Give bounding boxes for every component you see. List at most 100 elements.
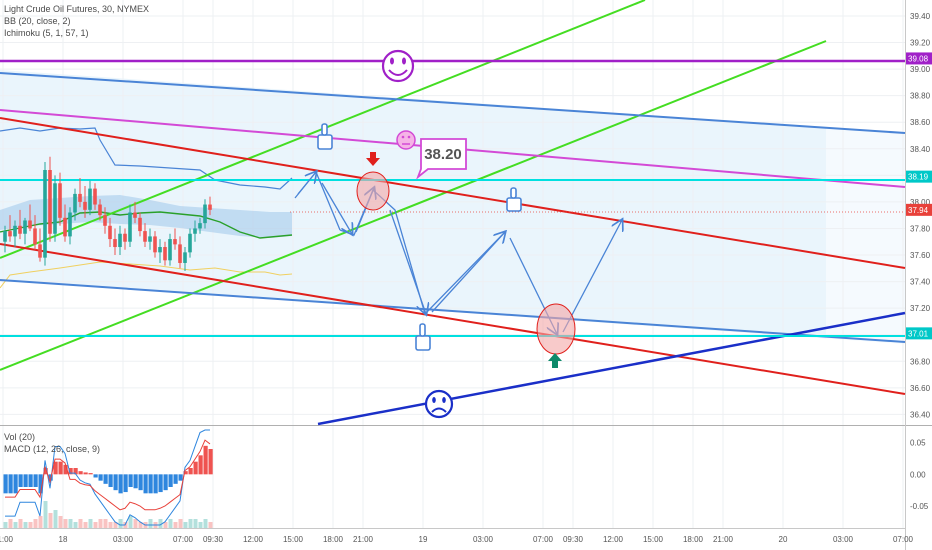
pointing-hand-down-icon bbox=[506, 187, 522, 212]
svg-text:37.94: 37.94 bbox=[908, 206, 929, 215]
volume-bar bbox=[73, 522, 78, 528]
macd-histogram-bar bbox=[63, 464, 68, 475]
candle bbox=[148, 228, 152, 250]
price-tick-label: 38.80 bbox=[910, 92, 931, 101]
macd-histogram-bar bbox=[168, 474, 173, 487]
volume-bar bbox=[128, 516, 133, 528]
red-channel-lower bbox=[0, 243, 906, 395]
candle bbox=[188, 228, 192, 258]
reversal-ellipse-top bbox=[356, 171, 390, 211]
price-tick-label: 37.80 bbox=[910, 224, 931, 233]
time-tick-label: 19 bbox=[419, 535, 428, 544]
candle bbox=[33, 215, 37, 250]
volume-bar bbox=[88, 519, 93, 528]
candle bbox=[63, 204, 67, 242]
time-tick-label: 18:00 bbox=[683, 535, 704, 544]
macd-histogram-bar bbox=[153, 474, 158, 494]
time-tick-label: 15:00 bbox=[643, 535, 664, 544]
candle bbox=[163, 241, 167, 266]
volume-bar bbox=[183, 522, 188, 528]
volume-bar bbox=[148, 519, 153, 528]
price-tick-label: 39.00 bbox=[910, 65, 931, 74]
candle bbox=[23, 217, 27, 245]
price-callout: 38.20 bbox=[416, 138, 467, 180]
volume-bar bbox=[18, 519, 23, 528]
macd-histogram-bar bbox=[28, 474, 33, 487]
candle bbox=[183, 247, 187, 271]
bollinger-lower-band bbox=[0, 261, 293, 289]
price-tick-label: 36.60 bbox=[910, 384, 931, 393]
macd-histogram-bar bbox=[118, 474, 123, 494]
proj-seg-d bbox=[389, 209, 426, 314]
pointing-hand-down-icon bbox=[317, 123, 333, 150]
smiley-face-icon bbox=[381, 49, 415, 83]
volume-bar bbox=[193, 519, 198, 528]
time-tick-label: 21:00 bbox=[353, 535, 374, 544]
volume-bar bbox=[38, 516, 43, 528]
volume-bar bbox=[173, 522, 178, 528]
down-arrow-icon bbox=[366, 152, 380, 166]
price-callout-text: 38.20 bbox=[424, 146, 462, 163]
candle bbox=[48, 156, 52, 242]
indicator-bb-label: BB (20, close, 2) bbox=[4, 16, 71, 26]
volume-bar bbox=[23, 522, 28, 528]
price-tags: 39.08 38.19 37.94 37.01 bbox=[906, 52, 932, 340]
volume-bar bbox=[13, 522, 18, 528]
macd-label: MACD (12, 26, close, 9) bbox=[4, 444, 100, 454]
time-tick-label: 03:00 bbox=[833, 535, 854, 544]
price-tick-label: 36.80 bbox=[910, 357, 931, 366]
candle bbox=[133, 201, 137, 224]
volume-bar bbox=[33, 519, 38, 528]
candle bbox=[18, 209, 22, 240]
macd-histogram-bar bbox=[58, 461, 63, 475]
macd-histogram-bar bbox=[8, 474, 13, 494]
blue-channel-upper bbox=[0, 72, 906, 134]
signal-line bbox=[5, 439, 211, 511]
candle bbox=[198, 217, 202, 234]
svg-text:38.19: 38.19 bbox=[908, 173, 929, 182]
volume-label: Vol (20) bbox=[4, 432, 35, 442]
volume-bar bbox=[118, 519, 123, 528]
price-tag: 37.01 bbox=[906, 327, 932, 340]
macd-axis[interactable]: 0.05 0.00 -0.05 bbox=[910, 439, 929, 511]
volume-bar bbox=[48, 513, 53, 528]
candle bbox=[28, 204, 32, 232]
macd-histogram-bar bbox=[88, 473, 93, 475]
candle bbox=[103, 207, 107, 234]
macd-histogram-bar bbox=[203, 445, 208, 475]
price-tag: 39.08 bbox=[906, 52, 932, 65]
macd-histogram-bar bbox=[3, 474, 8, 494]
pointing-hand-up-icon bbox=[415, 323, 431, 351]
chart-title: Light Crude Oil Futures, 30, NYMEX bbox=[4, 4, 149, 14]
volume-bar bbox=[168, 519, 173, 528]
macd-histogram-bar bbox=[103, 474, 108, 484]
ichimoku-cloud bbox=[0, 195, 292, 238]
time-tick-label: 03:00 bbox=[113, 535, 134, 544]
time-tick-label: 12:00 bbox=[243, 535, 264, 544]
candle bbox=[88, 180, 92, 216]
candle bbox=[38, 228, 42, 262]
proj-seg-e bbox=[431, 232, 505, 313]
macd-histogram-bar bbox=[198, 455, 203, 475]
volume-bar bbox=[58, 516, 63, 528]
svg-text:37.01: 37.01 bbox=[908, 329, 929, 338]
candle bbox=[168, 233, 172, 266]
svg-text:39.08: 39.08 bbox=[908, 54, 929, 63]
price-tick-label: 39.40 bbox=[910, 12, 931, 21]
volume-bar bbox=[68, 519, 73, 528]
candle bbox=[138, 212, 142, 237]
volume-bar bbox=[3, 522, 8, 528]
macd-histogram-bar bbox=[133, 474, 138, 489]
macd-pane bbox=[3, 429, 213, 528]
time-axis[interactable]: 21:00 18 03:00 07:00 09:30 12:00 15:00 18:00 21:… bbox=[0, 535, 914, 544]
candle bbox=[178, 236, 182, 269]
macd-histogram-bar bbox=[13, 474, 18, 494]
time-tick-label: 15:00 bbox=[283, 535, 304, 544]
time-tick-label: 09:30 bbox=[563, 535, 584, 544]
time-tick-label: 07:00 bbox=[893, 535, 914, 544]
macd-histogram-bar bbox=[138, 474, 143, 491]
price-tick-label: 38.00 bbox=[910, 198, 931, 207]
candle bbox=[143, 223, 147, 248]
macd-histogram-bar bbox=[193, 461, 198, 475]
